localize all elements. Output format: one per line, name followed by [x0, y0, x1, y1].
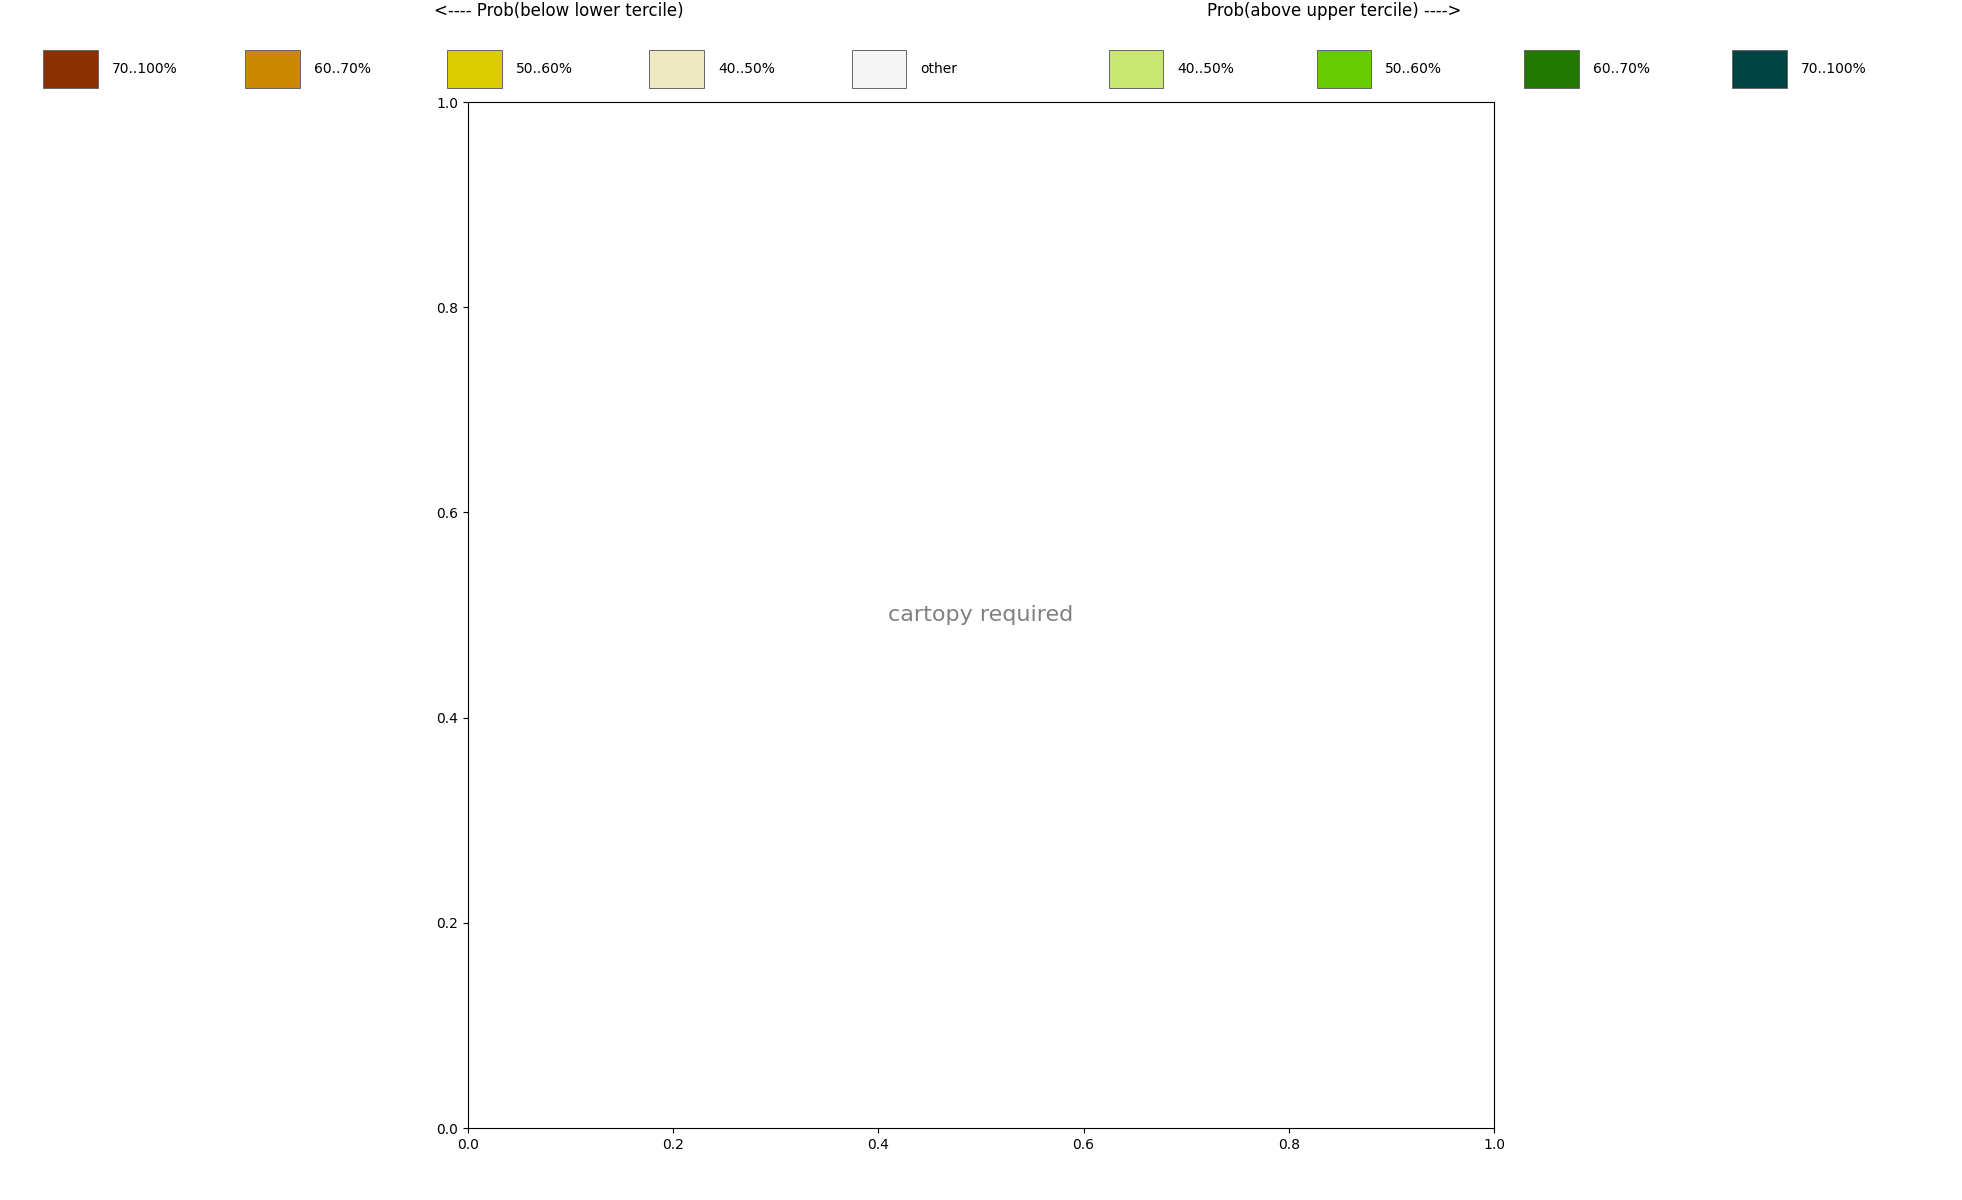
Bar: [1317, 50, 1371, 89]
Text: <---- Prob(below lower tercile): <---- Prob(below lower tercile): [434, 1, 685, 19]
Bar: [649, 50, 704, 89]
Text: 60..70%: 60..70%: [1593, 62, 1650, 77]
Bar: [1732, 50, 1787, 89]
Bar: [1524, 50, 1579, 89]
Text: 60..70%: 60..70%: [314, 62, 371, 77]
Text: 70..100%: 70..100%: [112, 62, 179, 77]
Text: 50..60%: 50..60%: [516, 62, 573, 77]
Text: 40..50%: 40..50%: [1177, 62, 1234, 77]
Text: 40..50%: 40..50%: [718, 62, 775, 77]
Bar: [1109, 50, 1163, 89]
Bar: [43, 50, 98, 89]
Text: Prob(above upper tercile) ---->: Prob(above upper tercile) ---->: [1207, 1, 1462, 19]
Text: 70..100%: 70..100%: [1801, 62, 1868, 77]
Bar: [852, 50, 906, 89]
Text: other: other: [920, 62, 957, 77]
Bar: [447, 50, 502, 89]
Text: 50..60%: 50..60%: [1385, 62, 1442, 77]
Text: cartopy required: cartopy required: [889, 605, 1073, 625]
Bar: [245, 50, 300, 89]
